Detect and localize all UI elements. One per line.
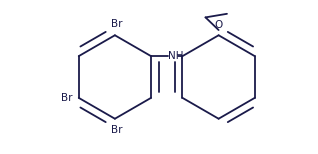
Text: NH: NH	[169, 51, 184, 61]
Text: Br: Br	[61, 93, 73, 103]
Text: Br: Br	[111, 125, 122, 135]
Text: O: O	[214, 20, 223, 30]
Text: Br: Br	[111, 19, 122, 29]
